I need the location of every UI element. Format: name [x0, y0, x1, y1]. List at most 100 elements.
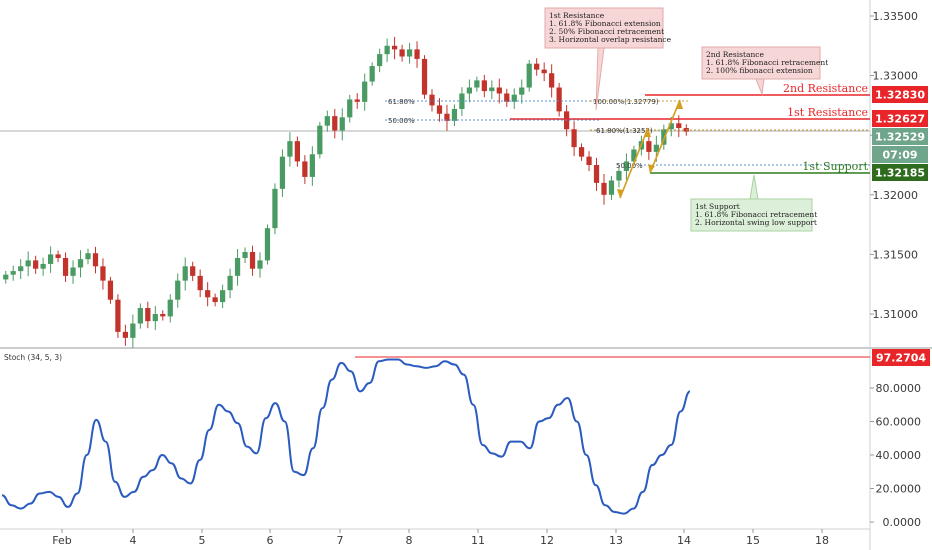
candle-body — [130, 323, 136, 338]
price-tick-label: 1.31000 — [873, 308, 919, 321]
candle-body — [55, 254, 61, 258]
annotation-title: 1st Resistance — [549, 11, 605, 20]
candle-body — [623, 161, 630, 171]
time-tick-label: 5 — [199, 534, 206, 547]
support-1-label: 1st Support — [802, 160, 868, 173]
annotation-support-1: 1st Support 1. 61.8% Fibonacci retraceme… — [690, 174, 817, 232]
annotation-pointer — [755, 78, 765, 96]
annotation-line: 2. 100% fibonacci extension — [706, 66, 813, 75]
annotation-resistance-1: 1st Resistance 1. 61.8% Fibonacci extens… — [544, 7, 672, 111]
candle-body — [556, 87, 562, 112]
candle-body — [676, 123, 682, 129]
candle-body — [122, 331, 129, 338]
resistance-1-label: 1st Resistance — [787, 106, 868, 119]
candle-body — [511, 94, 517, 102]
arrow-down-1 — [649, 99, 681, 174]
candle-body — [451, 108, 458, 121]
time-tick-label: Feb — [52, 534, 71, 547]
annotation-line: 3. Horizontal overlap resistance — [549, 35, 672, 44]
candle-body — [571, 129, 577, 148]
annotation-box — [690, 198, 813, 232]
candle-body — [152, 314, 158, 322]
candle-body — [391, 45, 398, 50]
candle-body — [534, 63, 540, 70]
candle-body — [145, 308, 151, 322]
annotation-resistance-2: 2nd Resistance 1. 61.8% Fibonacci retrac… — [701, 46, 828, 96]
candle-body — [212, 297, 218, 303]
candle-body — [436, 105, 443, 114]
stoch-axis: 80.0000 60.0000 40.0000 20.0000 0.0000 — [870, 382, 921, 529]
candle-body — [601, 182, 607, 195]
candle-body — [167, 299, 173, 317]
stoch-title: Stoch (34, 5, 3) — [4, 353, 62, 362]
candle-body — [242, 252, 248, 258]
candle-body — [287, 141, 293, 157]
fib-label-ext-618: 61.80%(1.3252) — [596, 127, 653, 135]
candle-body — [324, 116, 330, 126]
candle-body — [18, 266, 24, 272]
candle-body — [384, 45, 390, 55]
candle-body — [175, 280, 181, 300]
resistance-2-tag — [872, 86, 928, 103]
stoch-level-tag — [872, 349, 930, 366]
countdown-tag-text: 07:09 — [882, 149, 917, 162]
candle-body — [631, 149, 637, 162]
fib-label-618: 61.80% — [388, 98, 415, 106]
candle-body — [421, 58, 428, 95]
time-tick-label: 12 — [540, 534, 554, 547]
price-tick-label: 1.31500 — [873, 248, 919, 261]
annotation-pointer — [749, 174, 759, 200]
candle-body — [107, 280, 114, 300]
time-tick-label: 14 — [677, 534, 691, 547]
candle-body — [578, 147, 585, 157]
candle-body — [219, 290, 226, 303]
stoch-level-tag-text: 97.2704 — [876, 352, 926, 365]
annotation-line: 2. Horizontal swing low support — [695, 218, 817, 227]
time-tick-label: 18 — [815, 534, 829, 547]
candle-body — [608, 180, 615, 195]
countdown-tag — [872, 146, 928, 163]
price-tick-label: 1.33500 — [873, 10, 919, 23]
annotation-box — [701, 46, 821, 80]
candle-body — [414, 49, 420, 59]
stoch-line — [1, 358, 691, 515]
time-tick-label: 6 — [267, 534, 274, 547]
fib-label-50: 50.00% — [388, 117, 415, 125]
candle-body — [646, 141, 652, 152]
candle-body — [377, 54, 383, 67]
candle-body — [197, 275, 203, 291]
projection-arrows — [617, 99, 683, 199]
annotation-box — [544, 7, 664, 49]
candle-body — [354, 99, 360, 102]
annotation-pointer — [595, 47, 605, 111]
candle-body — [317, 125, 323, 155]
candle-body — [474, 80, 480, 88]
candle-body — [549, 73, 555, 88]
last-price-tag — [872, 128, 928, 145]
time-tick-label: 4 — [130, 534, 137, 547]
time-tick-label: 11 — [471, 534, 485, 547]
candle-body — [257, 260, 263, 269]
candle-body — [25, 260, 31, 267]
candle-body — [234, 257, 241, 276]
candle-body — [190, 266, 196, 276]
resistance-1-tag-text: 1.32627 — [875, 113, 925, 126]
candle-body — [653, 144, 659, 152]
candle-body — [227, 275, 233, 291]
candle-body — [429, 94, 435, 106]
candle-body — [92, 253, 99, 267]
candle-body — [586, 156, 592, 165]
stoch-tick-label: 40.0000 — [876, 449, 922, 462]
candle-body — [339, 117, 345, 131]
candle-body — [489, 87, 495, 92]
candle-body — [85, 253, 91, 260]
candle-body — [593, 165, 600, 183]
candle-body — [616, 170, 622, 181]
stochastic-series — [1, 358, 691, 515]
candle-body — [160, 314, 166, 317]
arrow-head-mid — [644, 128, 651, 137]
fib-label-support: 50.00% — [616, 162, 643, 170]
time-tick-label: 7 — [337, 534, 344, 547]
arrow-head-high — [676, 100, 683, 109]
